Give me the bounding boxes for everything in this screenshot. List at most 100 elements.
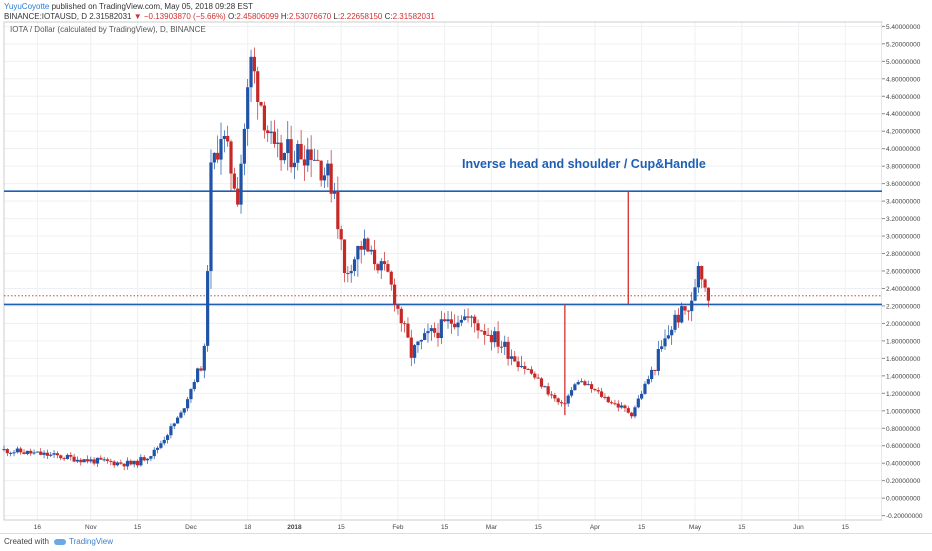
candle-body [135,460,140,466]
y-tick-label: 2.20000000 [886,303,921,310]
candle-body [686,310,690,312]
candle-body [2,449,6,451]
y-tick-label: 1.60000000 [886,356,921,363]
vertical-markers[interactable] [564,191,629,416]
candle-body [596,390,600,392]
candle-body [579,381,584,383]
candle-body [666,335,670,339]
candle-body [690,300,694,312]
candle-body [259,101,263,106]
candle-body [109,460,113,462]
candle-body [583,381,587,386]
candle-body [302,159,307,166]
candle-body [252,56,256,72]
candle-body [426,331,430,334]
candle-body [336,191,340,230]
down-arrow-icon: ▼ [133,12,142,21]
tradingview-logo[interactable]: TradingView [54,537,113,546]
candle-body [165,435,170,440]
candle-body [372,249,377,265]
x-tick-label: 15 [842,524,850,531]
y-tick-label: 0.60000000 [886,443,921,450]
candle-body [660,346,664,350]
candle-body [443,319,447,322]
candle-body [566,395,570,404]
candle-body [155,447,160,450]
candle-body [22,452,26,454]
candle-body [352,259,357,272]
candle-body [606,396,610,403]
candle-body [152,449,156,457]
candle-body [105,459,110,461]
y-tick-label: 3.60000000 [886,181,921,188]
x-tick-label: Nov [85,524,97,531]
y-tick-label: 2.00000000 [886,321,921,328]
candle-body [179,412,183,418]
candle-body [526,368,530,370]
grid [4,22,882,520]
candle-body [5,449,9,454]
price-axis[interactable]: 5.40000000 5.20000000 5.00000000 4.80000000… [882,22,932,520]
candle-body [676,314,680,323]
y-tick-label: 2.80000000 [886,251,921,258]
candle-body [282,153,287,161]
publish-line: YuyuCoyotte published on TradingView.com… [4,2,253,11]
candle-body [62,458,66,460]
candle-body [516,361,520,368]
candle-body [192,382,196,390]
candle-body [700,265,704,280]
candle-body [236,188,240,205]
candle-body [683,306,687,311]
candle-body [296,143,300,163]
candle-body [209,162,213,272]
candle-body [706,287,711,301]
candle-body [623,405,627,409]
ohlc-line: BINANCE:IOTAUSD, D 2.31582031 ▼ −0.13903… [4,12,435,21]
candle-body [620,405,624,408]
candle-body [342,239,347,274]
candle-body [556,398,560,403]
candle-body [306,149,310,166]
candle-body [399,308,403,324]
candle-body [496,331,500,347]
y-tick-label: 1.40000000 [886,373,921,380]
candle-body [319,160,323,181]
y-tick-label: 4.80000000 [886,76,921,83]
horizontal-levels[interactable]: 3.513271592.216867002.31582031 [4,186,931,310]
author-link[interactable]: YuyuCoyotte [4,2,50,11]
x-tick-label: 15 [338,524,346,531]
candle-body [653,369,657,371]
open-label: O: [227,12,237,21]
x-tick-label: 15 [134,524,142,531]
candle-body [85,459,90,462]
candle-body [182,408,186,413]
y-tick-label: 2.60000000 [886,269,921,276]
x-tick-label: Feb [392,524,404,531]
open-value: 2.45806099 [236,12,279,21]
x-tick-label: 2018 [287,524,302,531]
candle-body [115,462,120,466]
candle-body [196,368,200,383]
y-tick-label: 4.40000000 [886,111,921,118]
candle-body [543,386,547,388]
candle-body [189,389,193,400]
time-axis[interactable]: 16 Nov 15 Dec 18 2018 15 Feb 15 Mar 15 Apr 15 May 15 Ju… [34,524,850,531]
candle-body [222,135,226,140]
candle-body [55,453,60,456]
candle-body [650,369,654,380]
candle-body [613,403,617,405]
candle-body [362,238,367,250]
y-tick-label: 1.00000000 [886,408,921,415]
candle-body [423,333,427,340]
pattern-annotation[interactable]: Inverse head and shoulder / Cup&Handle [462,157,706,171]
candle-body [403,323,407,325]
candle-body [39,451,43,455]
candle-body [122,463,126,467]
cloud-icon [54,538,66,545]
candle-body [636,398,640,408]
candle-body [95,457,100,464]
candle-body [35,451,39,453]
y-tick-label: 3.20000000 [886,216,921,223]
brand-text: TradingView [69,537,114,546]
